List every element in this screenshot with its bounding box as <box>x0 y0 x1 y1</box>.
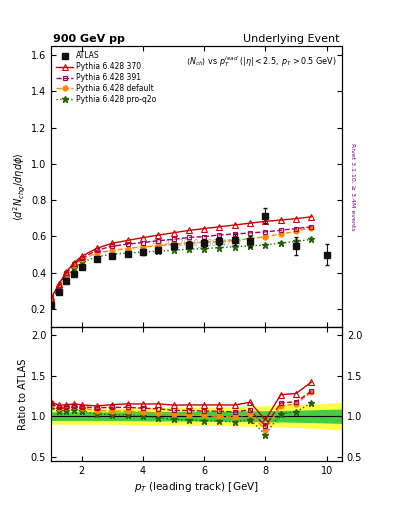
Text: Underlying Event: Underlying Event <box>243 33 340 44</box>
Text: 900 GeV pp: 900 GeV pp <box>53 33 125 44</box>
Legend: ATLAS, Pythia 6.428 370, Pythia 6.428 391, Pythia 6.428 default, Pythia 6.428 pr: ATLAS, Pythia 6.428 370, Pythia 6.428 39… <box>55 50 158 105</box>
Text: ATLAS_2010_S8894728: ATLAS_2010_S8894728 <box>151 238 242 247</box>
Y-axis label: Rivet 3.1.10, ≥ 3.4M events: Rivet 3.1.10, ≥ 3.4M events <box>350 143 355 230</box>
X-axis label: $p_T$ (leading track) [GeV]: $p_T$ (leading track) [GeV] <box>134 480 259 494</box>
Y-axis label: $\langle d^2 N_{chg}/d\eta d\phi \rangle$: $\langle d^2 N_{chg}/d\eta d\phi \rangle… <box>12 152 28 221</box>
Y-axis label: Ratio to ATLAS: Ratio to ATLAS <box>18 358 28 430</box>
Text: $\langle N_{ch}\rangle$ vs $p_T^{lead}$ ($|\eta| < 2.5,\; p_T > 0.5$ GeV): $\langle N_{ch}\rangle$ vs $p_T^{lead}$ … <box>185 54 336 70</box>
